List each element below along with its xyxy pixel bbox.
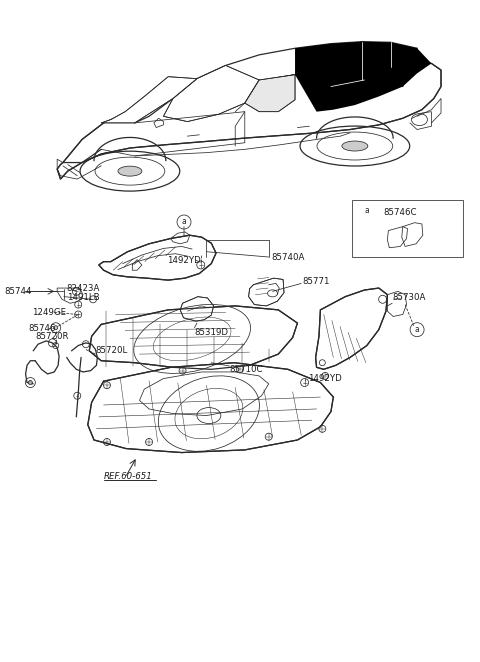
Text: 85744: 85744 [4, 287, 32, 296]
Text: 85746C: 85746C [384, 208, 417, 216]
Ellipse shape [118, 166, 142, 176]
Circle shape [28, 381, 32, 385]
Polygon shape [163, 66, 259, 122]
Polygon shape [180, 297, 214, 321]
Text: 85746: 85746 [28, 324, 56, 333]
Text: 85720R: 85720R [35, 332, 69, 341]
Text: 85710C: 85710C [229, 365, 263, 374]
Polygon shape [101, 77, 197, 123]
Polygon shape [88, 363, 333, 453]
Polygon shape [57, 62, 441, 179]
Polygon shape [316, 288, 387, 369]
Polygon shape [249, 278, 284, 306]
Polygon shape [99, 235, 216, 280]
Text: REF.60-651: REF.60-651 [104, 472, 152, 481]
Text: 1492YD: 1492YD [308, 374, 342, 383]
Text: 1492YD: 1492YD [167, 256, 201, 265]
Text: a: a [364, 207, 369, 215]
Text: 85771: 85771 [302, 277, 330, 286]
Polygon shape [245, 75, 295, 112]
Text: a: a [415, 325, 420, 334]
Text: 1491LB: 1491LB [67, 293, 99, 303]
Polygon shape [89, 306, 298, 369]
Ellipse shape [342, 141, 368, 151]
Text: 85319D: 85319D [194, 328, 228, 337]
Circle shape [54, 326, 58, 330]
Text: 1249GE: 1249GE [32, 308, 66, 317]
Text: 85730A: 85730A [392, 293, 426, 303]
Bar [352, 200, 463, 257]
Text: 85720L: 85720L [96, 346, 128, 355]
Polygon shape [295, 42, 432, 112]
Text: 85740A: 85740A [271, 252, 304, 261]
Text: a: a [181, 218, 186, 226]
Text: 82423A: 82423A [67, 284, 100, 293]
